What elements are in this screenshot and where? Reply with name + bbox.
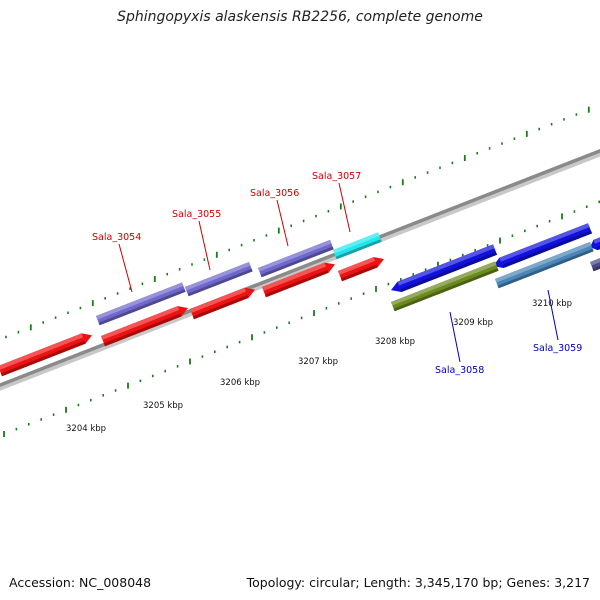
gene-arrow-forward [338, 257, 384, 282]
gene-arrow-reverse [590, 237, 600, 251]
gene-highlight [593, 237, 600, 244]
gene-arrow-forward [0, 333, 92, 377]
gene-arrow-forward [190, 287, 255, 320]
gene-highlight [499, 223, 590, 262]
gene-label-sala-3057: Sala_3057 [312, 171, 361, 182]
gene-box-sala-3059 [495, 241, 594, 289]
gene-shadow [98, 289, 186, 326]
gene-box-sala-3054 [96, 282, 186, 326]
gene-shadow [335, 239, 382, 260]
genome-backbone [0, 149, 600, 391]
gene-highlight [0, 333, 84, 370]
backbone-line [0, 149, 600, 387]
gene-highlight [262, 262, 327, 291]
gene-shadow [260, 246, 334, 278]
scale-label: 3206 kbp [220, 378, 260, 388]
gene-shadow [400, 251, 497, 292]
gene-shadow [187, 268, 253, 297]
gene-shadow [0, 340, 86, 377]
scale-label: 3209 kbp [453, 318, 493, 328]
gene-highlight [190, 287, 247, 313]
scale-label: 3207 kbp [298, 357, 338, 367]
gene-shadow [497, 248, 594, 289]
gene-shadow [340, 264, 378, 282]
gene-box-sala-3055 [185, 262, 253, 297]
gene-shadow [592, 265, 600, 272]
callout-line [198, 220, 211, 271]
map-title: Sphingopyxis alaskensis RB2256, complete… [117, 9, 483, 25]
scale-labels: 3204 kbp 3205 kbp 3206 kbp 3207 kbp 3208 kbp… [66, 299, 572, 434]
accession-text: Accession: NC_008048 [9, 575, 152, 590]
callout-line [449, 311, 461, 363]
gene-highlight [391, 261, 497, 306]
gene-label-sala-3058: Sala_3058 [435, 365, 484, 376]
gene-shadow [103, 313, 182, 347]
gene-label-sala-3055: Sala_3055 [172, 209, 221, 220]
callout-line [276, 199, 289, 247]
gene-shadow [502, 230, 592, 268]
gene-box-sala-3058 [391, 261, 499, 312]
gene-highlight [101, 306, 180, 340]
callout-line [118, 243, 133, 293]
gene-shadow [192, 295, 249, 320]
gene-highlight [495, 241, 592, 283]
gene-highlight [96, 282, 184, 320]
gene-highlight [338, 257, 376, 275]
backbone-shadow [0, 151, 600, 391]
gene-label-sala-3054: Sala_3054 [92, 232, 141, 243]
scale-label: 3204 kbp [66, 424, 106, 434]
scale-label: 3208 kbp [375, 337, 415, 347]
gene-highlight [333, 232, 380, 254]
genome-summary: Topology: circular; Length: 3,345,170 bp… [246, 575, 590, 590]
gene-box-partial [590, 258, 600, 272]
gene-box-sala-3056 [258, 239, 334, 278]
callout-line [547, 289, 559, 341]
gene-arrow-forward [101, 306, 188, 347]
callout-line [338, 182, 351, 233]
gene-label-sala-3059: Sala_3059 [533, 343, 582, 354]
gene-arrow-reverse [493, 223, 592, 268]
gene-shadow [264, 270, 329, 298]
gene-arrow-reverse [391, 244, 497, 292]
gene-arrow-forward [262, 262, 335, 298]
gene-features [0, 223, 600, 377]
gene-highlight [397, 244, 495, 286]
scale-label: 3205 kbp [143, 401, 183, 411]
gene-highlight [185, 262, 251, 291]
gene-box-sala-3057 [333, 232, 382, 260]
gene-highlight [590, 258, 600, 266]
scale-label: 3210 kbp [532, 299, 572, 309]
upper-scale-ticks [5, 106, 590, 339]
gene-highlight [258, 239, 332, 272]
gene-shadow [393, 268, 499, 312]
lower-scale-ticks [3, 200, 600, 437]
gene-shadow [596, 245, 600, 251]
gene-callouts: Sala_3054 Sala_3055 Sala_3056 Sala_3057 Sala… [92, 171, 582, 376]
gene-label-sala-3056: Sala_3056 [250, 188, 299, 199]
